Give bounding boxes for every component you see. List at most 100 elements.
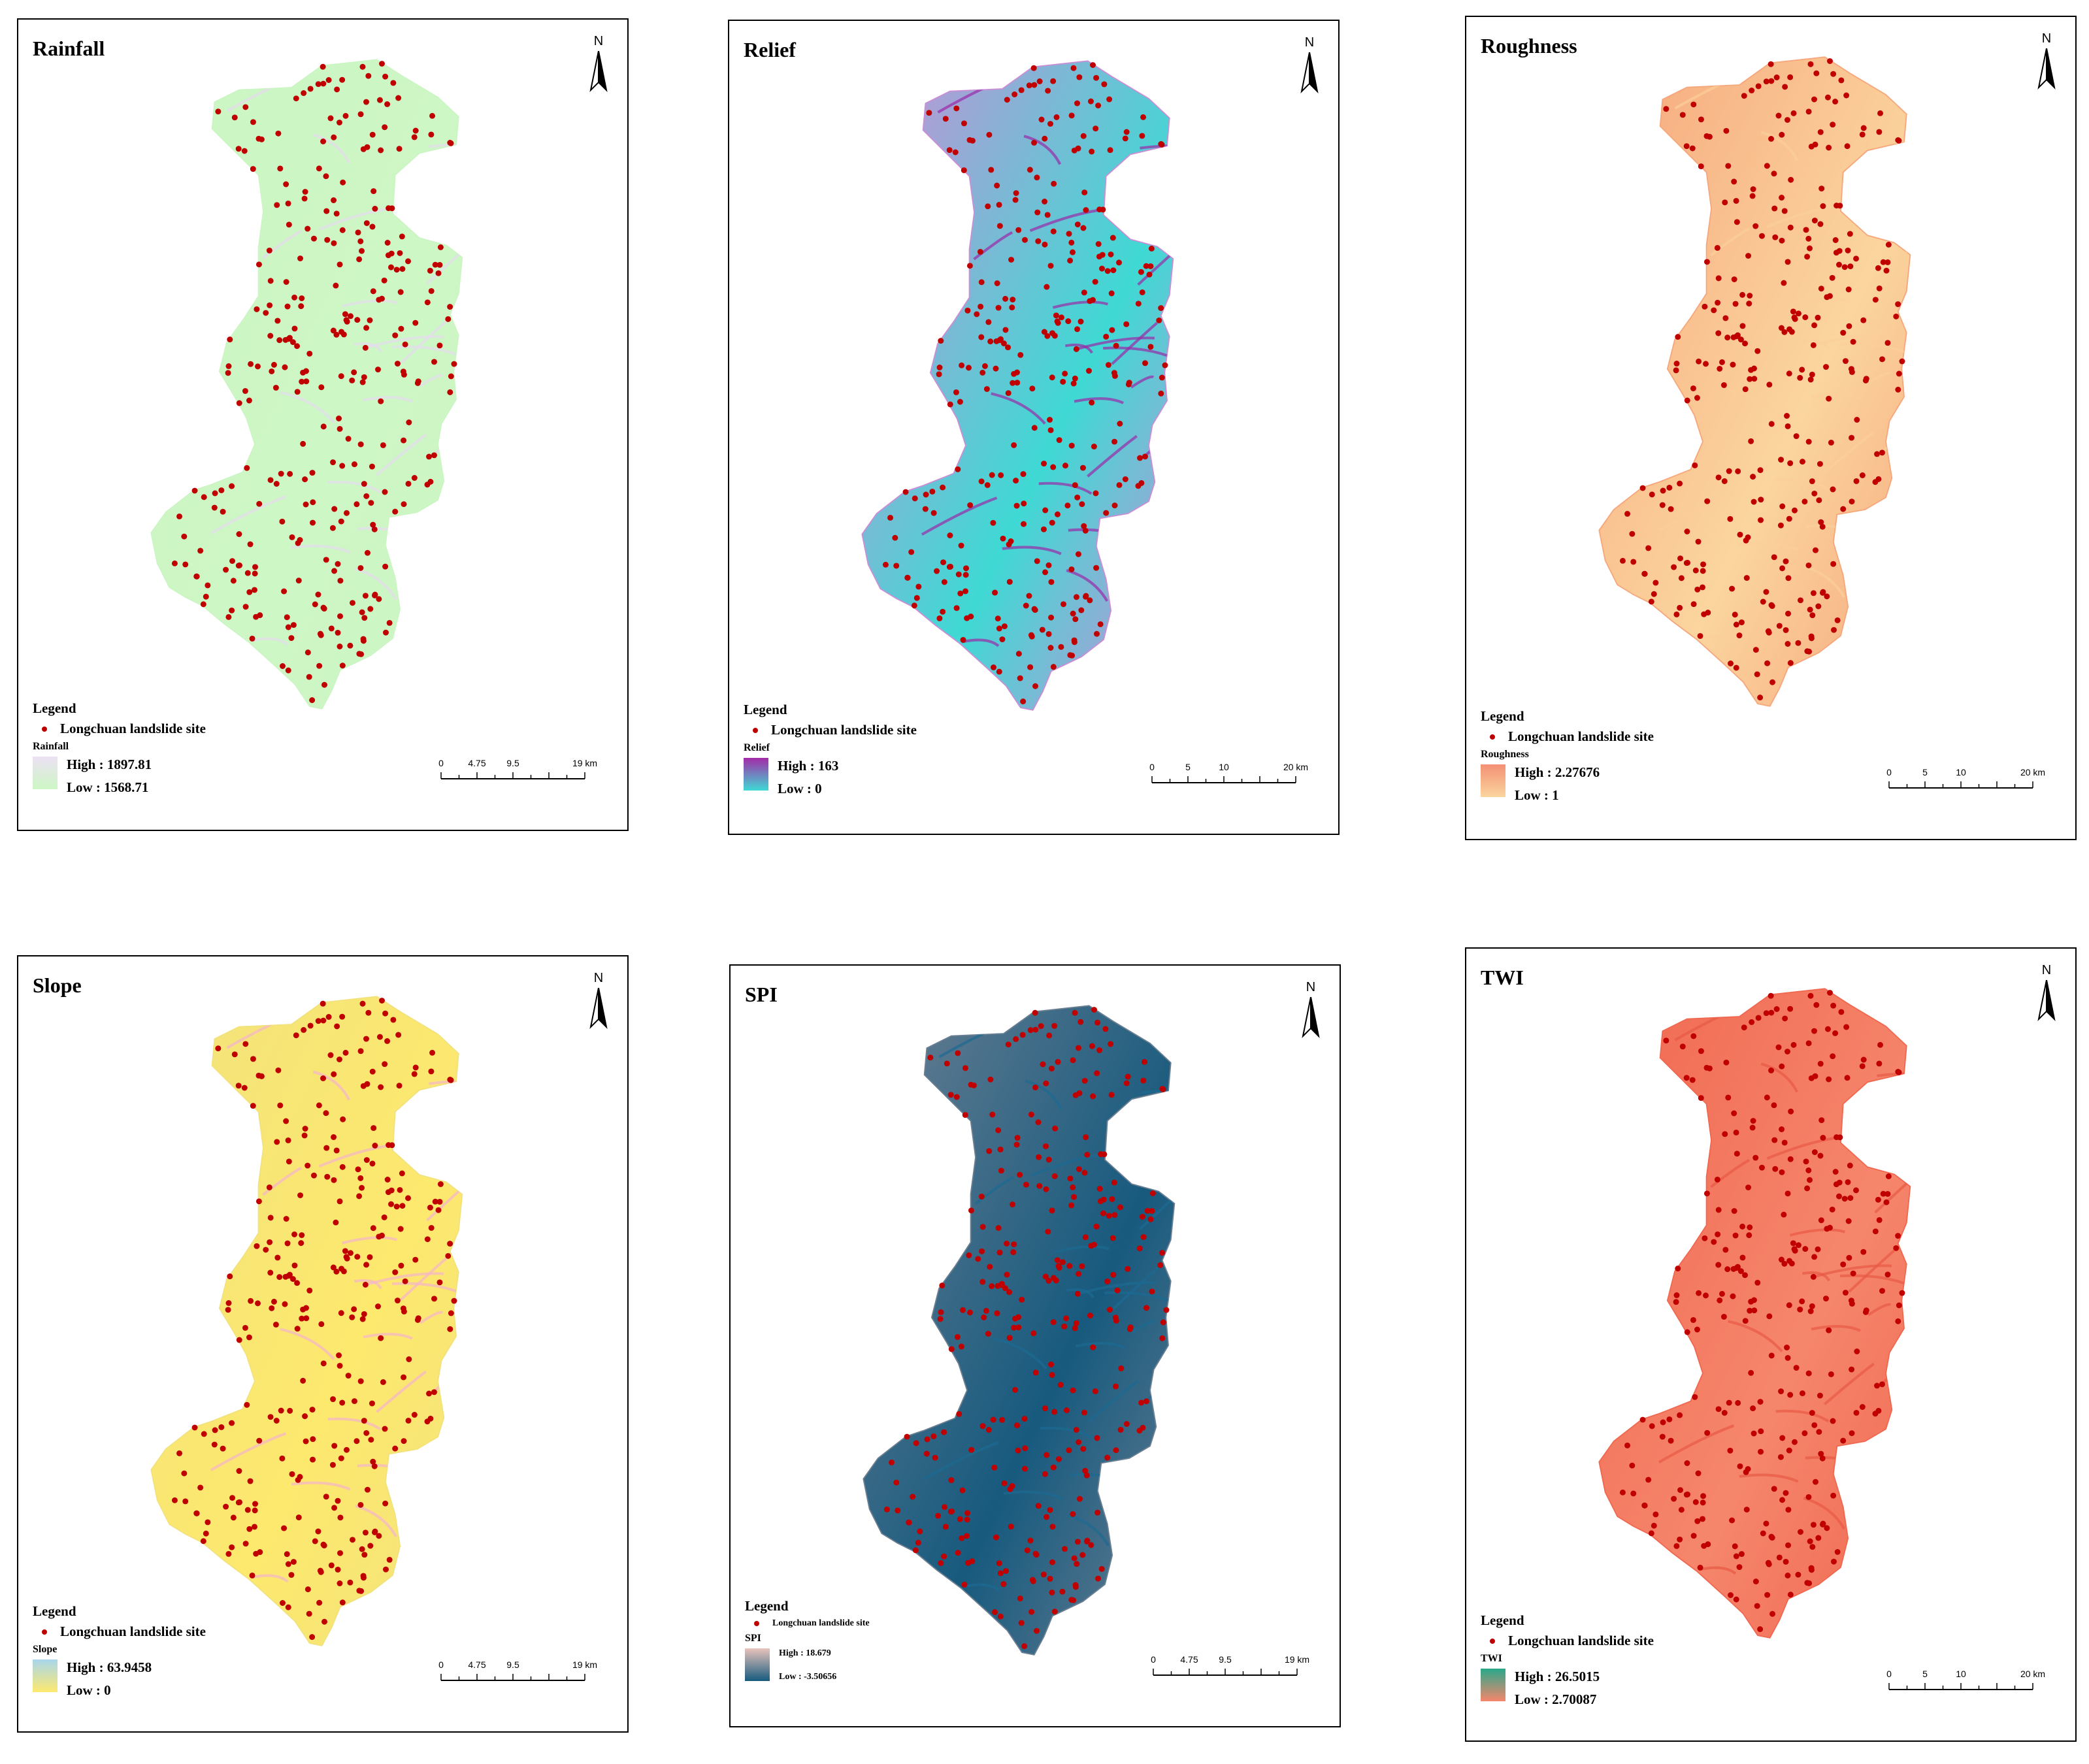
landslide-site-point (333, 1268, 340, 1275)
landslide-site-point (286, 335, 293, 341)
landslide-site-point (1702, 303, 1708, 310)
landslide-site-point (1648, 598, 1654, 605)
landslide-site-point (1807, 61, 1814, 67)
landslide-site-point (1785, 1049, 1790, 1054)
landslide-site-point (1739, 323, 1746, 329)
landslide-site-point (1706, 133, 1713, 140)
landslide-site-point (962, 588, 968, 595)
landslide-site-point (1104, 1278, 1111, 1284)
landslide-site-point (1136, 1245, 1143, 1252)
landslide-site-point (1044, 212, 1051, 218)
landslide-site-point (1722, 199, 1728, 206)
landslide-site-point (321, 1543, 327, 1549)
landslide-site-point (1049, 519, 1055, 526)
landslide-site-point (343, 1254, 350, 1260)
landslide-site-point (339, 227, 346, 233)
landslide-site-point (201, 1431, 207, 1437)
north-label: N (593, 971, 604, 985)
landslide-site-point (1108, 290, 1115, 297)
landslide-site-point (237, 562, 243, 568)
landslide-site-point (1092, 1388, 1098, 1394)
landslide-site-point (263, 310, 269, 316)
landslide-site-point (1005, 1041, 1012, 1048)
landslide-site-point (1732, 1543, 1738, 1550)
landslide-site-point (1690, 101, 1697, 108)
landslide-site-point (1050, 464, 1057, 470)
landslide-site-point (1050, 1464, 1057, 1471)
landslide-site-point (301, 1027, 307, 1033)
landslide-site-point (1872, 1228, 1879, 1235)
landslide-site-point (1059, 1588, 1066, 1595)
landslide-site-point (967, 1309, 973, 1316)
landslide-site-point (381, 1214, 387, 1220)
landslide-site-point (1806, 648, 1813, 655)
landslide-site-point (1758, 233, 1765, 239)
landslide-site-point (1027, 167, 1033, 173)
landslide-site-point (1068, 1202, 1075, 1209)
landslide-site-point (271, 1298, 277, 1305)
landslide-site-point (1758, 1428, 1764, 1435)
landslide-site-point (1087, 98, 1094, 105)
landslide-site-point (1818, 1117, 1825, 1124)
landslide-site-point (1896, 1302, 1902, 1309)
landslide-site-point (384, 101, 391, 107)
landslide-site-point (200, 601, 206, 608)
landslide-site-point (275, 1067, 282, 1073)
landslide-site-point (966, 365, 972, 371)
landslide-site-point (1808, 635, 1815, 642)
landslide-site-point (1079, 501, 1085, 508)
landslide-site-point (1125, 1073, 1131, 1080)
landslide-site-point (1846, 1254, 1852, 1261)
landslide-site-point (360, 1083, 367, 1089)
landslide-site-point (1034, 1627, 1040, 1634)
landslide-site-point (312, 1538, 318, 1544)
landslide-site-point (1749, 1019, 1755, 1025)
landslide-site-point (1074, 1290, 1081, 1297)
landslide-site-point (1790, 110, 1797, 116)
landslide-site-point (1039, 627, 1045, 633)
landslide-site-point (220, 508, 226, 515)
landslide-site-point (328, 1562, 335, 1569)
landslide-site-point (1726, 1399, 1732, 1406)
legend-low: Low : 0 (778, 781, 822, 796)
landslide-site-point (1841, 1196, 1848, 1202)
landslide-site-point (252, 587, 257, 593)
landslide-site-point (953, 389, 959, 395)
landslide-site-point (1799, 367, 1805, 373)
landslide-site-point (1034, 558, 1040, 564)
landslide-site-point (1668, 506, 1674, 512)
landslide-site-point (283, 1216, 289, 1222)
north-arrow-icon: N (584, 971, 613, 1030)
landslide-site-point (1034, 209, 1041, 216)
landslide-site-point (197, 1484, 204, 1491)
landslide-site-point (1715, 1262, 1722, 1268)
landslide-site-point (339, 1164, 346, 1170)
scale-label: 20 km (1283, 762, 1309, 772)
landslide-site-point (1071, 639, 1077, 645)
landslide-site-point (445, 316, 452, 322)
landslide-site-point (1832, 1030, 1839, 1036)
landslide-site-point (1777, 522, 1784, 529)
landslide-site-point (350, 1537, 355, 1543)
landslide-site-point (1061, 1323, 1068, 1330)
landslide-site-point (1880, 1190, 1886, 1197)
landslide-site-point (1818, 1217, 1824, 1224)
landslide-site-point (337, 1514, 344, 1521)
landslide-site-point (1785, 610, 1792, 617)
landslide-site-point (327, 1052, 334, 1058)
landslide-site-point (356, 1193, 363, 1200)
landslide-site-point (1823, 1296, 1829, 1301)
landslide-site-point (1159, 1086, 1166, 1092)
landslide-site-point (339, 662, 346, 669)
landslide-site-point (250, 166, 256, 172)
landslide-site-point (940, 484, 946, 491)
landslide-site-point (342, 112, 349, 119)
landslide-site-point (255, 363, 261, 370)
landslide-site-point (335, 629, 341, 636)
landslide-site-point (1044, 1514, 1050, 1520)
landslide-site-point (1778, 325, 1785, 331)
landslide-site-point (1700, 1516, 1705, 1522)
landslide-site-point (320, 80, 327, 87)
landslide-site-point (272, 1321, 279, 1328)
landslide-site-point (406, 1356, 412, 1362)
